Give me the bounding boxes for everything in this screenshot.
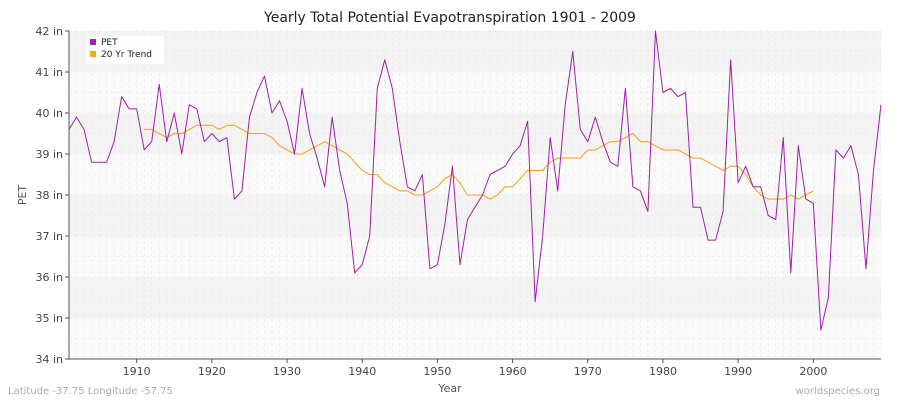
legend: PET 20 Yr Trend [86, 36, 164, 64]
x-tick-label: 1960 [499, 365, 527, 378]
y-tick-label: 40 in [35, 107, 63, 120]
footer-source: worldspecies.org [796, 386, 880, 397]
x-tick-label: 1910 [123, 365, 151, 378]
y-tick-label: 38 in [35, 189, 63, 202]
x-tick-label: 1950 [423, 365, 451, 378]
series-line-pet [68, 30, 882, 331]
x-tick-label: 1980 [649, 365, 677, 378]
x-tick-labels: 1910 1920 1930 1940 1950 1960 1970 1980 1990 2000 [123, 359, 827, 378]
plot-grid [68, 30, 882, 360]
x-tick-label: 1940 [348, 365, 376, 378]
y-tick-label: 41 in [35, 66, 63, 79]
x-tick-label: 1920 [198, 365, 226, 378]
y-tick-labels: 34 in 35 in 36 in 37 in 38 in 39 in 40 in 41 in… [35, 25, 69, 366]
footer-coordinates: Latitude -37.75 Longitude -57.75 [8, 386, 173, 397]
legend-box [86, 36, 164, 64]
legend-swatch-trend [90, 51, 96, 57]
y-tick-label: 39 in [35, 148, 63, 161]
y-tick-label: 35 in [35, 312, 63, 325]
series-line-trend [144, 124, 814, 200]
x-tick-label: 1930 [273, 365, 301, 378]
legend-label-trend: 20 Yr Trend [101, 50, 152, 60]
chart-title: Yearly Total Potential Evapotranspiratio… [263, 10, 636, 26]
y-tick-label: 34 in [35, 353, 63, 366]
series-layer [68, 30, 882, 331]
x-tick-label: 1970 [574, 365, 602, 378]
x-tick-label: 2000 [799, 365, 827, 378]
y-tick-label: 42 in [35, 25, 63, 38]
x-tick-label: 1990 [724, 365, 752, 378]
y-axis-label: PET [16, 185, 29, 206]
y-tick-label: 37 in [35, 230, 63, 243]
x-axis-label: Year [437, 382, 462, 395]
y-tick-label: 36 in [35, 271, 63, 284]
legend-label-pet: PET [101, 38, 118, 48]
legend-swatch-pet [90, 39, 96, 45]
